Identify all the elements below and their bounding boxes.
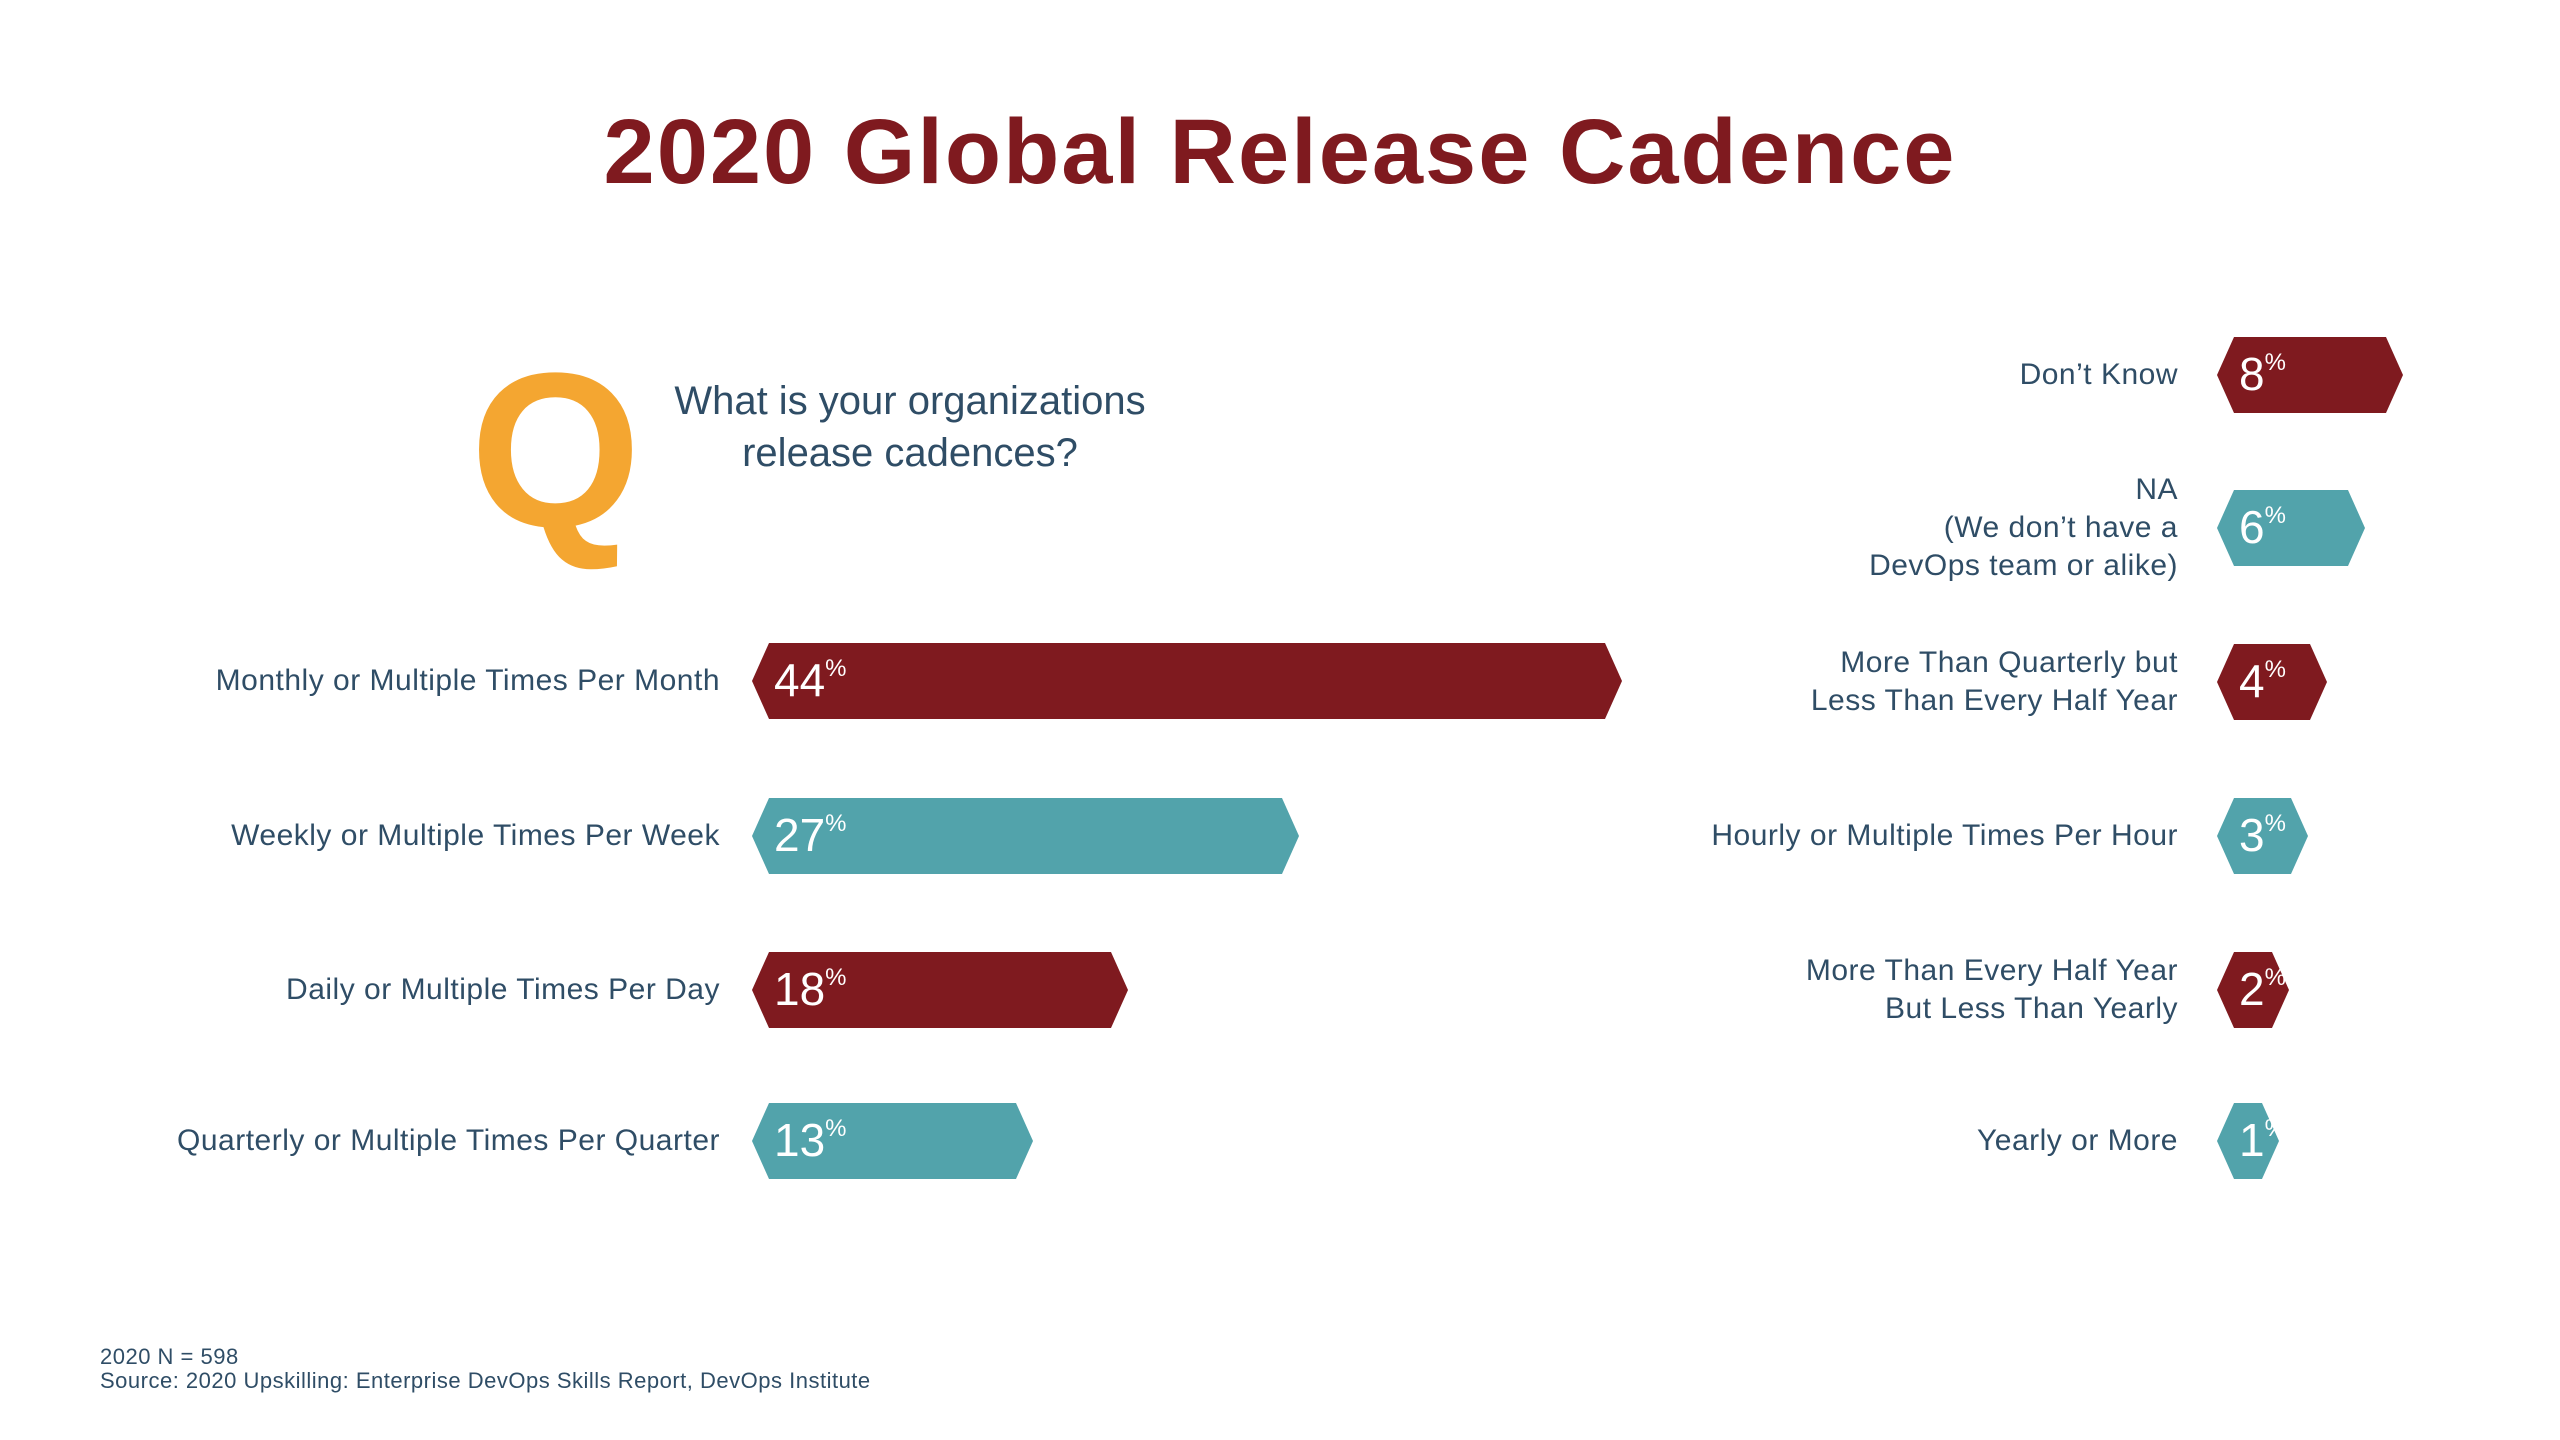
value-label-left_column-2: 18% xyxy=(774,963,847,1015)
category-label-right_column-5: Yearly or More xyxy=(1977,1124,2178,1157)
bar-left_column-3 xyxy=(752,1103,1033,1179)
percent-sign: % xyxy=(825,964,847,991)
chart-title: 2020 Global Release Cadence xyxy=(603,101,1957,203)
category-label-left_column-3: Quarterly or Multiple Times Per Quarter xyxy=(177,1124,720,1157)
percent-sign: % xyxy=(2264,502,2286,529)
value-number: 3 xyxy=(2239,809,2265,861)
bar-right_column-4 xyxy=(2217,952,2289,1028)
value-label-right_column-4: 2% xyxy=(2239,963,2286,1015)
value-number: 27 xyxy=(774,809,826,861)
percent-sign: % xyxy=(825,655,847,682)
percent-sign: % xyxy=(2264,810,2286,837)
bar-left_column-1 xyxy=(752,798,1299,874)
category-label-right_column-0: Don’t Know xyxy=(2019,358,2178,391)
value-label-right_column-1: 6% xyxy=(2239,501,2286,553)
category-label-right_column-1: NA (We don’t have a DevOps team or alike… xyxy=(1869,473,2178,582)
category-label-left_column-2: Daily or Multiple Times Per Day xyxy=(286,973,720,1006)
percent-sign: % xyxy=(2264,656,2286,683)
value-number: 18 xyxy=(774,963,826,1015)
value-label-left_column-0: 44% xyxy=(774,654,847,706)
bar-left_column-0 xyxy=(752,643,1622,719)
value-label-left_column-3: 13% xyxy=(774,1114,847,1166)
bar-right_column-0 xyxy=(2217,337,2403,413)
category-label-left_column-0: Monthly or Multiple Times Per Month xyxy=(215,664,720,697)
value-label-right_column-3: 3% xyxy=(2239,809,2286,861)
value-label-left_column-1: 27% xyxy=(774,809,847,861)
value-label-right_column-0: 8% xyxy=(2239,348,2286,400)
percent-sign: % xyxy=(2264,349,2286,376)
percent-sign: % xyxy=(825,1115,847,1142)
source-note: Source: 2020 Upskilling: Enterprise DevO… xyxy=(100,1368,871,1393)
value-number: 8 xyxy=(2239,348,2265,400)
question-text: What is your organizations release caden… xyxy=(674,379,1146,475)
value-label-right_column-5: 1% xyxy=(2239,1114,2286,1166)
q-icon: Q xyxy=(470,327,642,573)
bar-right_column-5 xyxy=(2217,1103,2279,1179)
bar-right_column-1 xyxy=(2217,490,2365,566)
value-number: 1 xyxy=(2239,1114,2265,1166)
sample-size-note: 2020 N = 598 xyxy=(100,1344,239,1369)
category-label-left_column-1: Weekly or Multiple Times Per Week xyxy=(231,819,720,852)
bar-right_column-3 xyxy=(2217,798,2308,874)
percent-sign: % xyxy=(2264,1115,2286,1142)
value-number: 13 xyxy=(774,1114,826,1166)
category-label-right_column-2: More Than Quarterly but Less Than Every … xyxy=(1810,646,2178,717)
percent-sign: % xyxy=(825,810,847,837)
value-number: 6 xyxy=(2239,501,2265,553)
value-label-right_column-2: 4% xyxy=(2239,655,2286,707)
value-number: 4 xyxy=(2239,655,2265,707)
bar-left_column-2 xyxy=(752,952,1128,1028)
category-label-right_column-4: More Than Every Half Year But Less Than … xyxy=(1805,954,2178,1025)
bar-right_column-2 xyxy=(2217,644,2327,720)
percent-sign: % xyxy=(2264,964,2286,991)
category-label-right_column-3: Hourly or Multiple Times Per Hour xyxy=(1711,819,2178,852)
value-number: 2 xyxy=(2239,963,2265,1015)
value-number: 44 xyxy=(774,654,826,706)
